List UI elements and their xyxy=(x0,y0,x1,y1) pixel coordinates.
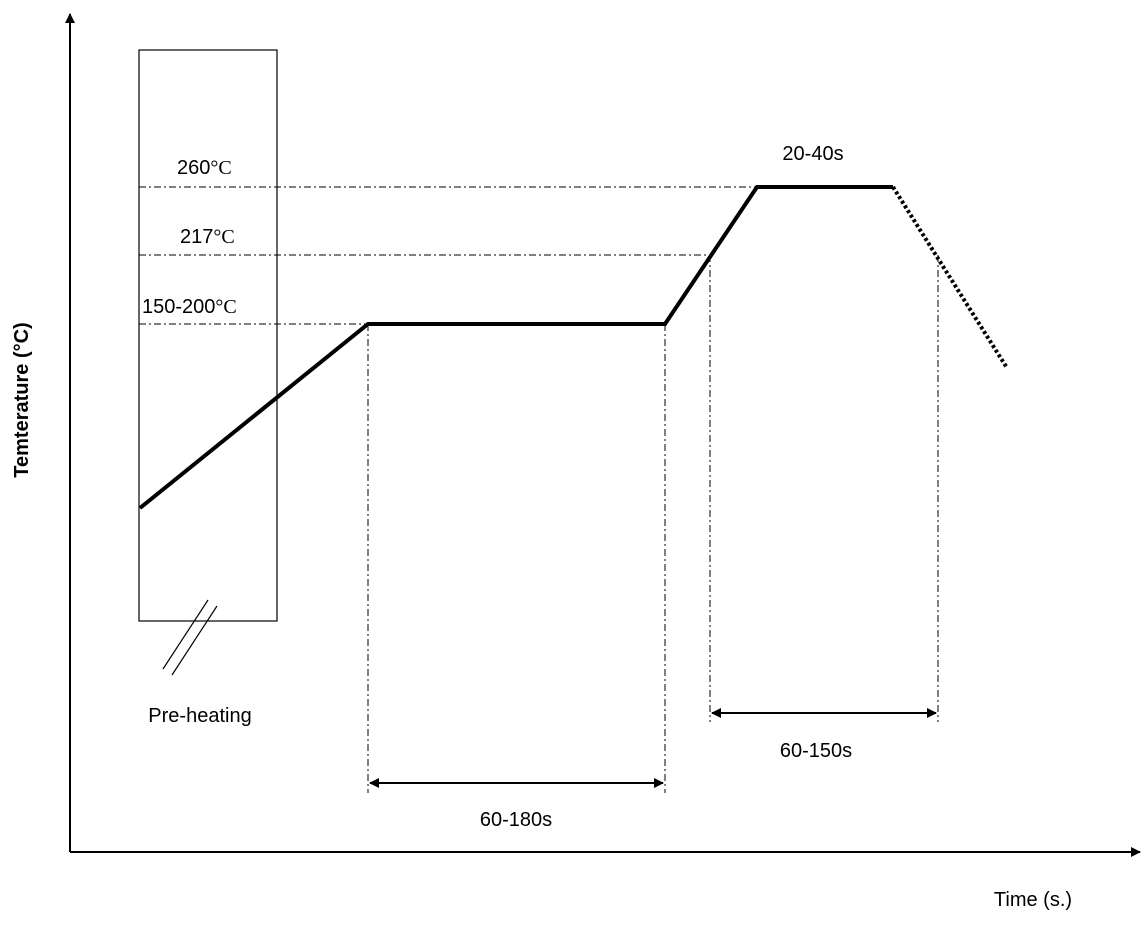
break-mark-1 xyxy=(162,599,209,670)
cooling-ramp-dotted xyxy=(891,185,1009,370)
liquidus-temp-value: 217 xyxy=(180,226,213,248)
liquidus-duration-label: 60-150s xyxy=(780,740,852,762)
liquidus-temp-unit: °C xyxy=(213,226,234,248)
soak-temp-value: 150-200 xyxy=(142,296,215,318)
peak-temp-value: 260 xyxy=(177,157,210,179)
break-mark-2 xyxy=(171,605,218,676)
soak-temp-label: 150-200°C xyxy=(142,296,237,318)
preheat-label: Pre-heating xyxy=(148,705,251,727)
y-axis-label: Temterature (°C) xyxy=(11,322,33,477)
reflow-profile-curve xyxy=(138,185,893,510)
peak-duration-label: 20-40s xyxy=(782,143,843,165)
soak-duration-label: 60-180s xyxy=(480,809,552,831)
soak-temp-unit: °C xyxy=(215,296,236,318)
peak-temp-unit: °C xyxy=(210,157,231,179)
liquidus-temp-label: 217°C xyxy=(180,226,235,248)
x-axis-label: Time (s.) xyxy=(994,889,1072,911)
preheat-zone-box xyxy=(138,49,278,622)
peak-temp-label: 260°C xyxy=(177,157,232,179)
